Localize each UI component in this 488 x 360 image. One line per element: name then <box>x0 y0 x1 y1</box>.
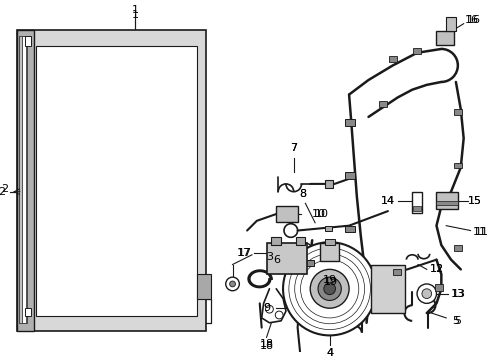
Circle shape <box>309 269 348 308</box>
Text: 15: 15 <box>468 197 481 206</box>
Text: 11: 11 <box>472 228 486 238</box>
Bar <box>412 206 420 211</box>
Circle shape <box>317 277 341 301</box>
Circle shape <box>298 243 311 257</box>
Bar <box>25 36 30 46</box>
Text: 12: 12 <box>428 264 443 274</box>
Text: 1: 1 <box>132 5 139 15</box>
Text: 1: 1 <box>132 10 139 20</box>
Circle shape <box>265 305 273 313</box>
Text: 16: 16 <box>466 15 479 25</box>
Text: 3: 3 <box>265 252 272 262</box>
Bar <box>305 260 313 266</box>
Text: 9: 9 <box>263 303 269 313</box>
Text: 2: 2 <box>1 184 8 194</box>
Bar <box>271 237 281 245</box>
Bar <box>345 119 354 126</box>
Text: 19: 19 <box>323 277 337 287</box>
Text: 11: 11 <box>474 228 488 238</box>
Text: 7: 7 <box>289 143 297 153</box>
Text: 14: 14 <box>380 197 394 206</box>
Text: 12: 12 <box>428 264 443 274</box>
Text: 3: 3 <box>267 248 274 258</box>
Bar <box>36 46 196 316</box>
Text: 17: 17 <box>237 248 251 258</box>
Bar <box>196 274 211 298</box>
Bar <box>436 31 453 45</box>
Bar <box>411 192 421 213</box>
Text: 7: 7 <box>289 143 297 153</box>
Bar <box>445 17 455 31</box>
Bar <box>324 180 332 188</box>
Text: 10: 10 <box>314 209 328 219</box>
Bar <box>388 56 396 62</box>
Bar <box>436 201 457 205</box>
Bar <box>17 30 206 330</box>
Bar <box>453 163 461 168</box>
Text: 13: 13 <box>451 289 465 299</box>
Bar <box>324 226 331 231</box>
Text: 14: 14 <box>380 197 394 206</box>
Text: 10: 10 <box>311 209 325 219</box>
Text: 8: 8 <box>298 189 305 199</box>
Bar <box>453 245 461 251</box>
Text: 15: 15 <box>468 197 481 206</box>
Text: 6: 6 <box>272 255 279 265</box>
Bar <box>436 192 457 209</box>
Bar <box>412 48 420 54</box>
Bar <box>378 102 386 107</box>
Circle shape <box>225 277 239 291</box>
Text: 19: 19 <box>322 275 336 285</box>
Text: 16: 16 <box>464 15 477 25</box>
Text: 18: 18 <box>259 341 273 351</box>
Text: 2: 2 <box>0 187 5 197</box>
Text: 18: 18 <box>259 339 273 349</box>
Bar <box>324 239 334 245</box>
Bar <box>276 206 297 222</box>
Bar <box>453 109 461 115</box>
Bar <box>19 36 27 323</box>
Bar <box>345 226 354 233</box>
Text: 5: 5 <box>453 316 460 326</box>
Text: 4: 4 <box>325 348 332 358</box>
Text: 8: 8 <box>298 189 305 199</box>
Bar <box>345 172 354 179</box>
Bar <box>371 265 405 313</box>
Text: 4: 4 <box>325 348 332 358</box>
Text: 6: 6 <box>272 255 279 265</box>
Bar <box>319 243 339 261</box>
Circle shape <box>416 284 436 303</box>
Bar <box>295 237 305 245</box>
Circle shape <box>283 242 375 336</box>
Circle shape <box>275 311 283 319</box>
Circle shape <box>229 281 235 287</box>
Text: 5: 5 <box>451 316 458 326</box>
Bar <box>17 30 34 330</box>
Bar <box>392 269 400 275</box>
Text: 13: 13 <box>450 289 464 299</box>
Circle shape <box>323 283 335 294</box>
Circle shape <box>421 289 431 298</box>
Bar <box>22 36 26 323</box>
Bar <box>25 308 30 316</box>
Text: 9: 9 <box>263 303 269 313</box>
Text: 17: 17 <box>238 248 252 258</box>
Bar <box>434 284 443 291</box>
Bar <box>266 243 306 274</box>
